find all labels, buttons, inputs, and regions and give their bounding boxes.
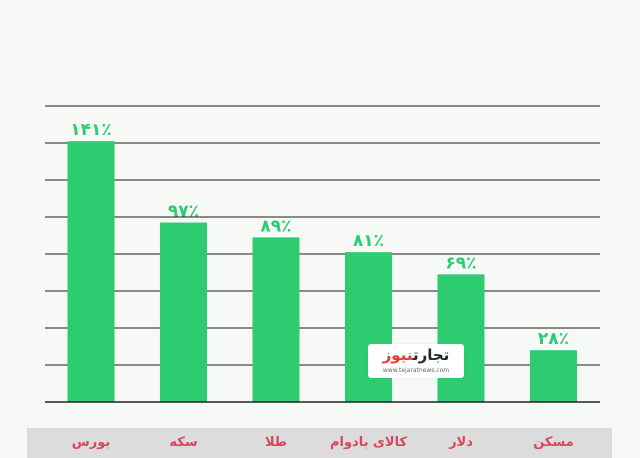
bar	[67, 141, 115, 402]
watermark-logo: تجارتنیوز www.tejaratnews.com	[368, 344, 464, 378]
bar-value-label: ۸۱٪	[353, 231, 384, 251]
bar	[345, 252, 392, 402]
bar-value-label: ۹۷٪	[168, 202, 199, 222]
watermark-logo-text: تجارتنیوز	[376, 347, 456, 364]
bar	[437, 274, 485, 402]
bar	[252, 237, 300, 402]
bar-value-label: ۱۴۱٪	[70, 120, 112, 140]
bar-value-label: ۲۸٪	[538, 329, 569, 349]
bar	[530, 350, 577, 402]
watermark-logo-part1: تجارت	[412, 346, 450, 364]
bar-value-label: ۸۹٪	[260, 216, 291, 236]
chart-gridlines	[45, 105, 600, 366]
category-label-band	[27, 428, 612, 458]
chart-value-labels: ۱۴۱٪ ۹۷٪ ۸۹٪ ۸۱٪ ۶۹٪ ۲۸٪	[70, 120, 569, 349]
watermark-url: www.tejaratnews.com	[382, 367, 450, 374]
bar-value-label: ۶۹٪	[445, 253, 476, 273]
bar	[160, 222, 207, 402]
watermark-logo-part2: نیوز	[382, 346, 413, 364]
chart-bars	[67, 141, 577, 402]
